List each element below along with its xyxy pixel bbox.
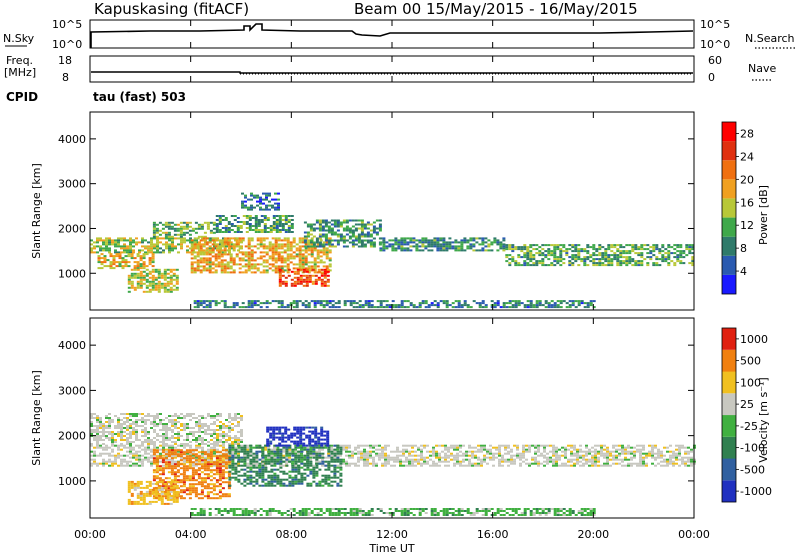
velocity-y-label: Slant Range [km] <box>30 370 43 466</box>
power-colorbar-swatch <box>722 141 736 161</box>
power-colorbar-swatch <box>722 122 736 142</box>
power-heatmap <box>90 192 695 309</box>
velocity-region-4 <box>266 426 330 447</box>
x-axis-label: Time UT <box>368 542 414 554</box>
x-tick-label: 00:00 <box>678 528 710 541</box>
velocity-colorbar-swatch <box>722 480 736 503</box>
x-tick-label: 04:00 <box>175 528 207 541</box>
nave-label: Nave <box>748 62 776 75</box>
x-tick-label: 20:00 <box>577 528 609 541</box>
velocity-heatmap <box>90 413 696 516</box>
power-colorbar-swatch <box>722 236 736 256</box>
velocity-colorbar-tick-label: 100 <box>740 376 761 389</box>
velocity-colorbar-swatch <box>722 436 736 459</box>
noise-left-tick-bottom: 10^0 <box>52 38 82 51</box>
power-region-6 <box>215 215 294 233</box>
velocity-colorbar-swatch <box>722 349 736 372</box>
power-colorbar-label: Power [dB] <box>757 185 770 245</box>
power-colorbar-tick-label: 8 <box>740 242 747 255</box>
freq-left-tick-bottom: 8 <box>62 71 69 84</box>
power-ytick-label: 1000 <box>58 267 86 280</box>
velocity-colorbar-swatch <box>722 415 736 437</box>
freq-label-line1: Freq. <box>6 54 33 67</box>
power-colorbar-tick-label: 28 <box>740 127 754 140</box>
power-region-7 <box>303 219 382 248</box>
velocity-y-axis: 1000 2000 3000 4000 <box>58 339 694 488</box>
velocity-panel: 1000 2000 3000 4000 Slant Range [km] <box>30 317 696 519</box>
power-ytick-label: 2000 <box>58 222 86 235</box>
power-colorbar-swatch <box>722 160 736 180</box>
velocity-colorbar-tick-label: 25 <box>740 398 754 411</box>
velocity-region-1 <box>90 413 243 445</box>
noise-sky-trace <box>90 23 694 48</box>
velocity-ytick-label: 3000 <box>58 384 86 397</box>
cpid-label: CPID <box>6 90 38 104</box>
frequency-panel: Freq. [MHz] Nave 18 8 60 0 <box>4 54 776 84</box>
velocity-colorbar-tick-label: -25 <box>740 420 758 433</box>
velocity-region-3 <box>228 444 343 487</box>
cpid-value: tau (fast) 503 <box>93 90 186 104</box>
velocity-ytick-label: 1000 <box>58 475 86 488</box>
velocity-colorbar-tick-label: 500 <box>740 355 761 368</box>
power-region-1 <box>97 253 155 270</box>
noise-right-tick-bottom: 10^0 <box>700 38 730 51</box>
power-region-10 <box>193 300 596 309</box>
time-x-axis: 00:00 04:00 08:00 12:00 16:00 20:00 00:00 <box>74 20 710 541</box>
power-colorbar-tick-label: 24 <box>740 150 754 163</box>
power-colorbar-tick-label: 4 <box>740 265 747 278</box>
power-ytick-label: 3000 <box>58 178 86 191</box>
x-tick-label: 16:00 <box>477 528 509 541</box>
freq-trace <box>91 71 693 74</box>
velocity-colorbar-swatch <box>722 458 736 481</box>
power-region-3 <box>152 221 216 238</box>
power-colorbar-swatch <box>722 255 736 275</box>
nave-right-tick-bottom: 0 <box>708 71 715 84</box>
power-y-label: Slant Range [km] <box>30 163 43 259</box>
noise-right-tick-top: 10^5 <box>700 18 730 31</box>
velocity-colorbar-tick-label: 1000 <box>740 333 768 346</box>
velocity-colorbar-label: Velocity [m s⁻¹] <box>757 377 770 462</box>
power-y-axis: 1000 2000 3000 4000 <box>58 133 694 280</box>
velocity-colorbar-swatch <box>722 393 736 416</box>
power-colorbar-tick-label: 20 <box>740 173 754 186</box>
power-region-9 <box>505 244 695 267</box>
x-tick-label: 00:00 <box>74 528 106 541</box>
station-title: Kapuskasing (fitACF) <box>94 0 249 18</box>
power-colorbar-swatch <box>722 217 736 237</box>
power-region-5 <box>278 268 330 287</box>
velocity-colorbar-tick-label: -1000 <box>740 485 772 498</box>
power-region-8 <box>379 237 506 252</box>
power-colorbar: 4 8 12 16 20 24 28 <box>721 121 754 295</box>
x-tick-label: 12:00 <box>376 528 408 541</box>
velocity-colorbar-swatch <box>722 371 736 394</box>
velocity-colorbar: 1000 500 100 25 -25 -100 -500 -1000 <box>721 327 772 503</box>
noise-sky-label: N.Sky <box>3 32 35 45</box>
power-colorbar-swatch <box>722 274 736 294</box>
velocity-region-6 <box>190 508 596 516</box>
power-region-11 <box>241 192 280 211</box>
power-panel: 1000 2000 3000 4000 Slant Range [km] <box>30 111 695 311</box>
velocity-ytick-label: 4000 <box>58 339 86 352</box>
velocity-colorbar-swatch <box>722 328 736 350</box>
noise-search-label: N.Search <box>745 32 795 45</box>
noise-left-tick-top: 10^5 <box>52 18 82 31</box>
power-region-2 <box>127 268 179 293</box>
noise-panel: N.Sky N.Search 10^5 10^0 10^5 10^0 <box>3 18 796 51</box>
freq-left-tick-top: 18 <box>58 54 72 67</box>
velocity-colorbar-tick-label: -100 <box>740 442 765 455</box>
power-colorbar-swatch <box>722 198 736 218</box>
power-colorbar-swatch <box>722 179 736 199</box>
power-colorbar-tick-label: 12 <box>740 219 754 232</box>
power-colorbar-tick-label: 16 <box>740 196 754 209</box>
beam-date-title: Beam 00 15/May/2015 - 16/May/2015 <box>354 0 638 18</box>
nave-right-tick-top: 60 <box>708 54 722 67</box>
velocity-colorbar-tick-label: -500 <box>740 463 765 476</box>
freq-label-line2: [MHz] <box>4 66 36 79</box>
velocity-region-5 <box>127 480 179 505</box>
power-ytick-label: 4000 <box>58 133 86 146</box>
x-tick-label: 08:00 <box>275 528 307 541</box>
velocity-ytick-label: 2000 <box>58 430 86 443</box>
